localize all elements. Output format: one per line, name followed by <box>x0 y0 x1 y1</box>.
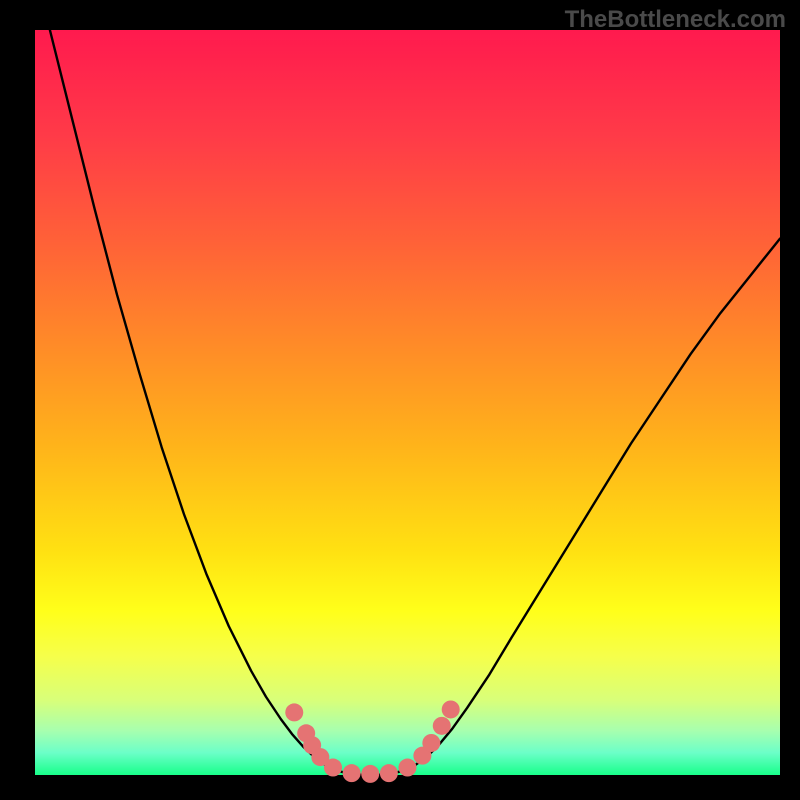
chart-frame: TheBottleneck.com <box>0 0 800 800</box>
watermark-text: TheBottleneck.com <box>565 6 786 34</box>
plot-area <box>35 30 780 775</box>
